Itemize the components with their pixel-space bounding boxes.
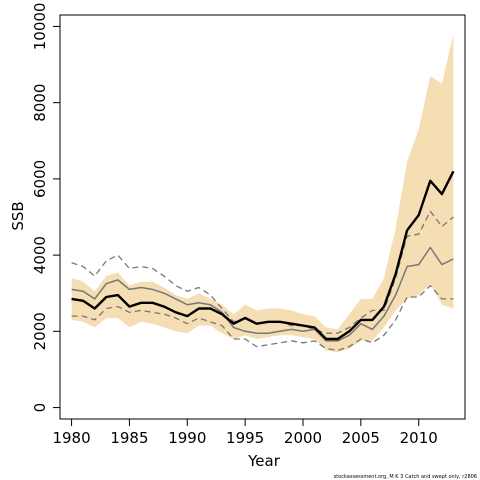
y-tick-label-10000: 10000 bbox=[31, 3, 49, 51]
y-axis: 0 2000 4000 6000 8000 10000 bbox=[31, 3, 60, 413]
y-tick-label-6000: 6000 bbox=[31, 160, 49, 198]
y-tick-label-0: 0 bbox=[31, 403, 49, 413]
x-axis-title: Year bbox=[247, 452, 281, 470]
y-axis-title: SSB bbox=[9, 201, 27, 230]
x-tick-label-1995: 1995 bbox=[226, 429, 264, 447]
x-tick-label-1985: 1985 bbox=[110, 429, 148, 447]
x-tick-label-1980: 1980 bbox=[52, 429, 90, 447]
series-dashed-line-3 bbox=[71, 284, 454, 352]
x-tick-label-2005: 2005 bbox=[342, 429, 380, 447]
plot-frame bbox=[59, 14, 466, 420]
y-tick-label-4000: 4000 bbox=[31, 236, 49, 274]
y-tick-label-2000: 2000 bbox=[31, 312, 49, 350]
x-tick-label-1990: 1990 bbox=[168, 429, 206, 447]
x-tick-label-2000: 2000 bbox=[284, 429, 322, 447]
y-tick-label-8000: 8000 bbox=[31, 84, 49, 122]
series-layer bbox=[71, 170, 455, 352]
x-tick-label-2010: 2010 bbox=[400, 429, 438, 447]
series-grey-line bbox=[71, 246, 454, 342]
footnote: stockassessment.org, M K 3 Catch and swe… bbox=[334, 474, 477, 480]
series-estimate-line bbox=[71, 170, 455, 341]
x-axis: 1980 1985 1990 1995 2000 2005 2010 bbox=[52, 419, 438, 447]
